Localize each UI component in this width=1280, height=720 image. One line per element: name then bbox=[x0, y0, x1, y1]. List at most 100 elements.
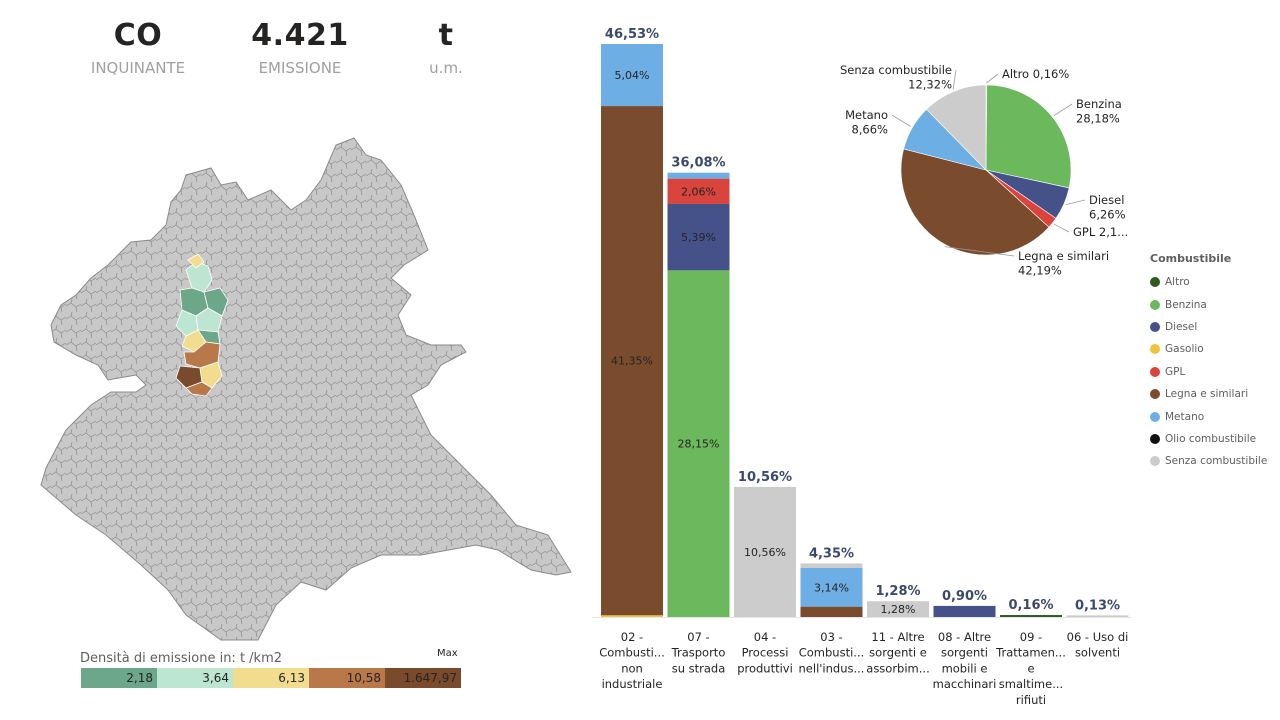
bar-total-label: 4,35% bbox=[809, 546, 854, 561]
legend-item[interactable]: GPL bbox=[1150, 361, 1276, 383]
bar-total-label: 46,53% bbox=[605, 27, 659, 42]
category-label: 04 - Processi produttivi bbox=[737, 630, 793, 675]
map-legend-scale: 2,18 3,64 6,13 10,58 1.647,97 bbox=[81, 668, 461, 688]
legend-item[interactable]: Metano bbox=[1150, 405, 1276, 427]
bar-total-label: 36,08% bbox=[671, 156, 725, 171]
bar-segment[interactable] bbox=[933, 605, 996, 617]
highlighted-municipalities bbox=[175, 253, 229, 397]
bar-segment[interactable] bbox=[601, 615, 663, 617]
bar-segment[interactable] bbox=[800, 606, 863, 617]
category-label-line: rifiuti bbox=[1016, 693, 1046, 707]
bar-segment-label: 28,15% bbox=[678, 438, 720, 451]
legend-swatch bbox=[1150, 456, 1160, 467]
legend-segment[interactable]: 10,58 bbox=[309, 668, 385, 688]
bar-segment[interactable] bbox=[734, 486, 796, 617]
legend-swatch bbox=[1150, 389, 1160, 400]
legend-label: Altro bbox=[1165, 276, 1190, 289]
legend-swatch bbox=[1150, 366, 1160, 377]
legend-swatch bbox=[1150, 344, 1160, 355]
bar-segment[interactable] bbox=[1066, 615, 1129, 617]
category-label-line: non bbox=[621, 661, 643, 675]
bar-segment[interactable] bbox=[867, 601, 929, 617]
legend-item[interactable]: Legna e similari bbox=[1150, 383, 1276, 405]
pie-slice[interactable] bbox=[900, 148, 1050, 256]
category-label: 07 - Trasporto su strada bbox=[671, 630, 726, 675]
category-label-line: sorgenti e bbox=[869, 646, 927, 660]
legend-segment[interactable]: 6,13 bbox=[233, 668, 309, 688]
pie-slice[interactable] bbox=[985, 84, 1072, 189]
kpi-value: CO bbox=[113, 18, 163, 53]
bar-segment[interactable] bbox=[667, 172, 730, 179]
category-label: 03 - Combusti... nell'indus... bbox=[799, 630, 865, 675]
kpi-label: u.m. bbox=[429, 59, 463, 77]
bar-segment[interactable] bbox=[800, 567, 863, 607]
category-label: 06 - Uso di solventi bbox=[1067, 630, 1129, 660]
bar-segment[interactable] bbox=[667, 178, 730, 204]
category-label-line: Trattamen... bbox=[995, 646, 1066, 660]
pie-label: Altro 0,16% bbox=[1002, 67, 1069, 81]
category-label-line: sorgenti bbox=[941, 646, 988, 660]
bar-segment[interactable] bbox=[667, 203, 730, 271]
legend-segment[interactable]: 1.647,97 bbox=[385, 668, 461, 688]
pie-leader-line bbox=[952, 69, 957, 90]
legend-label: Legna e similari bbox=[1165, 388, 1249, 401]
category-label-line: 03 - bbox=[820, 630, 842, 644]
category-label-line: solventi bbox=[1075, 646, 1120, 660]
pie-leader-line bbox=[1053, 223, 1070, 233]
bar-segment[interactable] bbox=[1000, 615, 1062, 617]
legend-label: Benzina bbox=[1165, 298, 1207, 311]
bar-total-label: 0,90% bbox=[942, 589, 987, 604]
fuel-pie-chart: Altro 0,16% Benzina 28,18% Diesel 6,26% GPL 2… bbox=[840, 63, 1128, 278]
legend-item[interactable]: Diesel bbox=[1150, 316, 1276, 338]
kpi-label: INQUINANTE bbox=[90, 59, 186, 77]
category-label-line: 02 - bbox=[621, 630, 643, 644]
kpi-inquinante: CO INQUINANTE bbox=[58, 18, 218, 77]
bar-segment[interactable] bbox=[601, 44, 663, 107]
pie-label: Diesel 6,26% bbox=[1089, 193, 1126, 222]
lombardy-map[interactable] bbox=[36, 130, 576, 650]
legend-item[interactable]: Senza combustibile bbox=[1150, 450, 1276, 472]
legend-swatch bbox=[1150, 277, 1160, 288]
category-label-line: smaltime... bbox=[999, 677, 1063, 691]
category-label-line: industriale bbox=[602, 677, 663, 691]
category-label: 09 - Trattamen... e smaltime... rifiuti bbox=[995, 630, 1066, 707]
pie-label: Metano 8,66% bbox=[845, 108, 888, 137]
category-label-line: 07 - bbox=[687, 630, 709, 644]
municipalities-grid bbox=[41, 138, 571, 640]
legend-segment[interactable]: 3,64 bbox=[157, 668, 233, 688]
bar-segment-label: 5,39% bbox=[681, 231, 716, 244]
legend-item[interactable]: Altro bbox=[1150, 271, 1276, 293]
category-label: 08 - Altre sorgenti mobili e macchinari bbox=[933, 630, 997, 691]
pie-label: Senza combustibile 12,32% bbox=[840, 63, 952, 92]
bar-segment[interactable] bbox=[800, 563, 863, 568]
category-label-line: macchinari bbox=[933, 677, 997, 691]
bar-segment[interactable] bbox=[601, 106, 663, 616]
bar-segment-label: 2,06% bbox=[681, 185, 716, 198]
kpi-value: t bbox=[438, 18, 454, 53]
kpi-unita-misura: t u.m. bbox=[366, 18, 526, 77]
legend-swatch bbox=[1150, 321, 1160, 332]
bar-segment[interactable] bbox=[667, 270, 730, 617]
bar-segment-label: 10,56% bbox=[744, 546, 786, 559]
legend-item[interactable]: Gasolio bbox=[1150, 338, 1276, 360]
category-label-line: Processi bbox=[742, 646, 789, 660]
pie-slice[interactable] bbox=[926, 84, 987, 171]
category-label-line: su strada bbox=[672, 661, 726, 675]
category-label: 02 - Combusti... non industriale bbox=[599, 630, 665, 691]
category-label-line: assorbim... bbox=[866, 661, 929, 675]
pie-label: GPL 2,1... bbox=[1073, 225, 1128, 239]
bar-segment-label: 1,28% bbox=[881, 603, 916, 616]
legend-item[interactable]: Benzina bbox=[1150, 293, 1276, 315]
pie-label: Benzina 28,18% bbox=[1076, 97, 1122, 126]
category-label-line: 11 - Altre bbox=[871, 630, 924, 644]
legend-segment[interactable]: 2,18 bbox=[81, 668, 157, 688]
sector-stacked-bar-chart: 41,35%5,04%46,53%02 -Combusti... non indus… bbox=[592, 27, 1132, 707]
fuel-legend-title: Combustibile bbox=[1150, 252, 1232, 265]
category-label: 11 - Altre sorgenti e assorbim... bbox=[866, 630, 929, 675]
map-legend-title: Densità di emissione in: t /km2 bbox=[80, 651, 283, 666]
legend-label: Metano bbox=[1165, 410, 1205, 423]
category-label-line: 04 - bbox=[754, 630, 776, 644]
legend-item[interactable]: Olio combustibile bbox=[1150, 428, 1276, 450]
legend-label: GPL bbox=[1165, 365, 1186, 378]
pie-leader-line bbox=[986, 73, 999, 84]
